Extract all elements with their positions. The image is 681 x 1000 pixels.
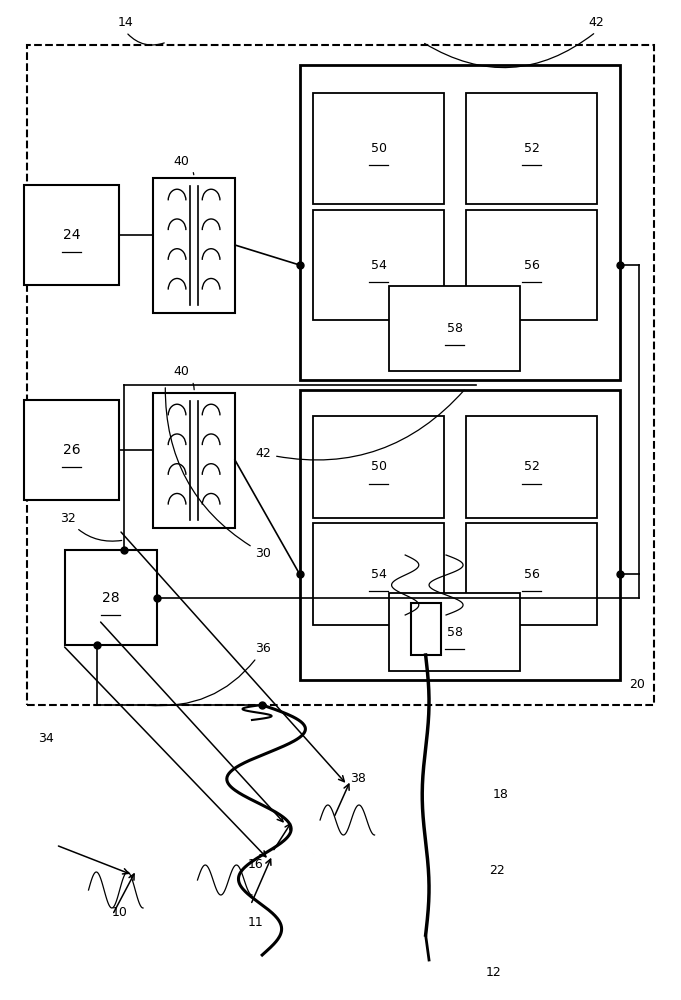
Text: 54: 54 (371, 259, 387, 272)
Text: 50: 50 (371, 460, 387, 473)
Text: 54: 54 (371, 568, 387, 581)
Bar (466, 210, 597, 320)
Text: 30: 30 (165, 388, 271, 560)
Text: 38: 38 (349, 772, 366, 784)
Text: 28: 28 (102, 590, 119, 604)
Bar (27, 45, 654, 705)
Text: 42: 42 (588, 16, 604, 29)
Text: 18: 18 (492, 788, 509, 802)
Bar (390, 593, 520, 671)
Text: 52: 52 (524, 460, 539, 473)
Bar (411, 603, 441, 655)
Text: 58: 58 (447, 626, 463, 639)
Bar (390, 286, 520, 371)
Text: 42: 42 (255, 390, 464, 460)
Bar (65, 550, 157, 645)
Text: 36: 36 (147, 642, 271, 706)
Bar (153, 392, 235, 527)
Bar (313, 210, 445, 320)
Bar (153, 178, 235, 312)
Text: 22: 22 (489, 863, 505, 876)
Bar (466, 523, 597, 625)
Bar (300, 65, 620, 380)
Text: 50: 50 (371, 142, 387, 155)
Bar (466, 93, 597, 204)
Text: 16: 16 (247, 858, 264, 871)
Bar (300, 390, 620, 680)
Text: 58: 58 (447, 322, 463, 335)
Bar (466, 416, 597, 518)
Bar (24, 185, 119, 285)
Bar (313, 416, 445, 518)
Bar (24, 400, 119, 500)
Text: 32: 32 (60, 512, 122, 541)
Text: 14: 14 (118, 16, 134, 29)
Text: 52: 52 (524, 142, 539, 155)
Text: 12: 12 (486, 966, 502, 978)
Text: 56: 56 (524, 259, 539, 272)
Text: 24: 24 (63, 228, 80, 242)
Text: 11: 11 (247, 916, 264, 928)
Text: 20: 20 (629, 678, 645, 692)
Text: 40: 40 (174, 365, 194, 390)
Text: 56: 56 (524, 568, 539, 581)
Bar (313, 523, 445, 625)
Bar (313, 93, 445, 204)
Text: 40: 40 (174, 155, 194, 175)
Text: 10: 10 (111, 906, 127, 918)
Text: 34: 34 (38, 732, 54, 744)
Text: 26: 26 (63, 443, 80, 457)
